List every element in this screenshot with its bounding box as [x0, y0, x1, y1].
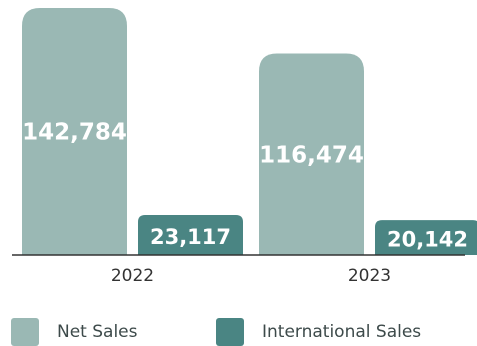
data-label-net-sales-2023: 116,474: [259, 142, 364, 168]
bar-international-sales-2022: [138, 215, 243, 255]
data-label-net-sales-2022: 142,784: [22, 120, 127, 146]
bar-net-sales-2023: [259, 53, 364, 256]
bar-net-sales-2022: [22, 8, 127, 255]
data-label-international-sales-2023: 20,142: [387, 228, 468, 252]
x-tick-label-2022: 2022: [111, 266, 154, 286]
bar-international-sales-2023: [375, 220, 477, 255]
x-tick-label-2023: 2023: [348, 266, 391, 286]
data-label-international-sales-2022: 23,117: [150, 225, 231, 249]
